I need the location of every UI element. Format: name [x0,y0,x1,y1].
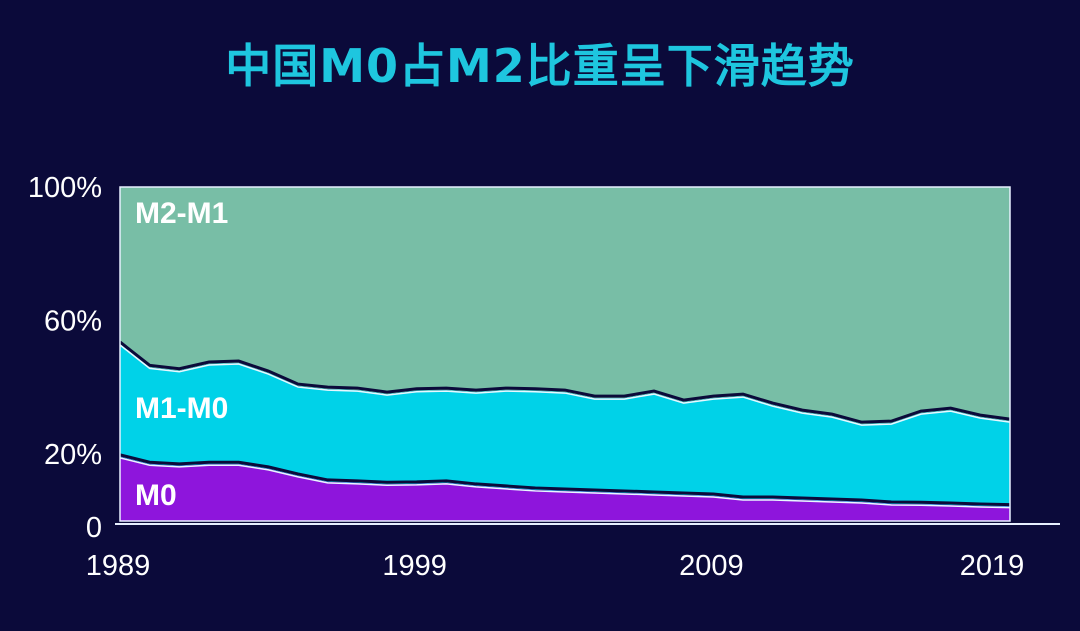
area-m0 [120,456,1010,521]
area-label-m2-m1: M2-M1 [135,197,228,230]
boundary-line-light [119,344,1011,426]
area-m1-m0 [120,343,1010,507]
y-tick-label: 0 [86,512,102,544]
x-tick-label: 2009 [679,550,744,582]
boundary-line-light [119,457,1011,509]
area-m2-m1 [120,187,1010,425]
x-tick-label: 1989 [86,550,151,582]
y-tick-label: 100% [28,172,102,204]
plot-frame [119,186,1011,522]
area-label-m0: M0 [135,479,177,512]
y-tick-label: 60% [44,306,102,338]
boundary-line-dark [119,340,1011,424]
area-label-m1-m0: M1-M0 [135,392,228,425]
x-tick-label: 2019 [960,550,1025,582]
y-tick-label: 20% [44,439,102,471]
x-tick-label: 1999 [382,550,447,582]
chart-title: 中国M0占M2比重呈下滑趋势 [225,39,855,93]
boundary-line-dark [119,453,1011,507]
